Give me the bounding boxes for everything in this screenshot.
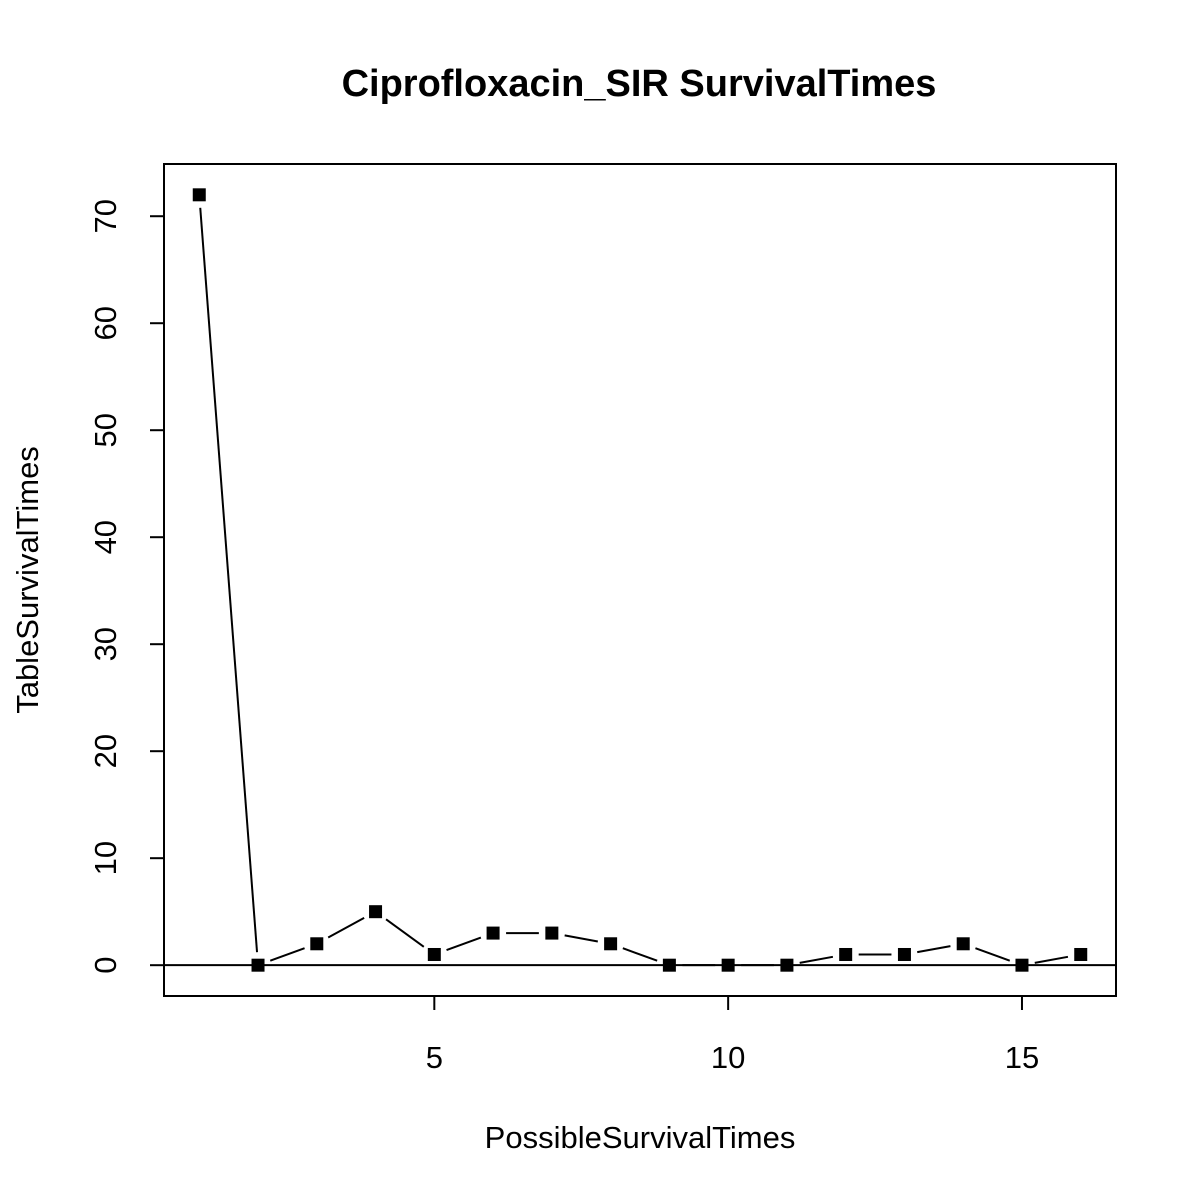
y-tick-label: 0 xyxy=(88,957,123,974)
series-line-segment xyxy=(917,945,951,954)
chart-title: Ciprofloxacin_SIR SurvivalTimes xyxy=(342,63,937,105)
x-tick-label: 5 xyxy=(426,1040,443,1075)
series-line-segment xyxy=(446,936,482,951)
series-line-segment xyxy=(269,947,305,962)
series-line-segment xyxy=(385,918,425,948)
data-point xyxy=(310,937,324,951)
series-line-segment xyxy=(622,947,658,962)
y-tick-label: 40 xyxy=(88,520,123,554)
data-point xyxy=(604,937,618,951)
data-point xyxy=(780,958,794,972)
data-point xyxy=(839,947,853,961)
y-tick-label: 10 xyxy=(88,841,123,875)
series-line-segment xyxy=(1034,955,1069,964)
series-line-layer xyxy=(199,207,1069,967)
y-axis-label: TableSurvivalTimes xyxy=(10,446,45,714)
y-tick-label: 60 xyxy=(88,306,123,340)
plot-frame xyxy=(163,163,1117,997)
series-line-segment xyxy=(975,947,1011,962)
series-marker-layer xyxy=(192,188,1088,972)
series-line-segment xyxy=(564,934,599,943)
data-point xyxy=(545,926,559,940)
data-point xyxy=(369,905,383,919)
series-line-segment xyxy=(199,207,259,953)
data-point xyxy=(251,958,265,972)
data-point xyxy=(427,947,441,961)
y-axis: 0 10 20 30 40 50 60 70 xyxy=(88,199,165,974)
y-tick-label: 50 xyxy=(88,413,123,447)
series-line-segment xyxy=(327,917,365,939)
y-tick-label: 20 xyxy=(88,734,123,768)
data-point xyxy=(956,937,970,951)
data-point xyxy=(1015,958,1029,972)
y-tick-label: 30 xyxy=(88,627,123,661)
data-point xyxy=(721,958,735,972)
x-tick-label: 15 xyxy=(1005,1040,1039,1075)
y-tick-label: 70 xyxy=(88,199,123,233)
data-point xyxy=(897,947,911,961)
data-point xyxy=(486,926,500,940)
series-line-segment xyxy=(799,955,834,964)
data-point xyxy=(192,188,206,202)
x-axis-label: PossibleSurvivalTimes xyxy=(485,1120,796,1155)
data-point xyxy=(1074,947,1088,961)
data-point xyxy=(662,958,676,972)
x-tick-label: 10 xyxy=(711,1040,745,1075)
x-axis: 5 10 15 xyxy=(426,995,1039,1075)
